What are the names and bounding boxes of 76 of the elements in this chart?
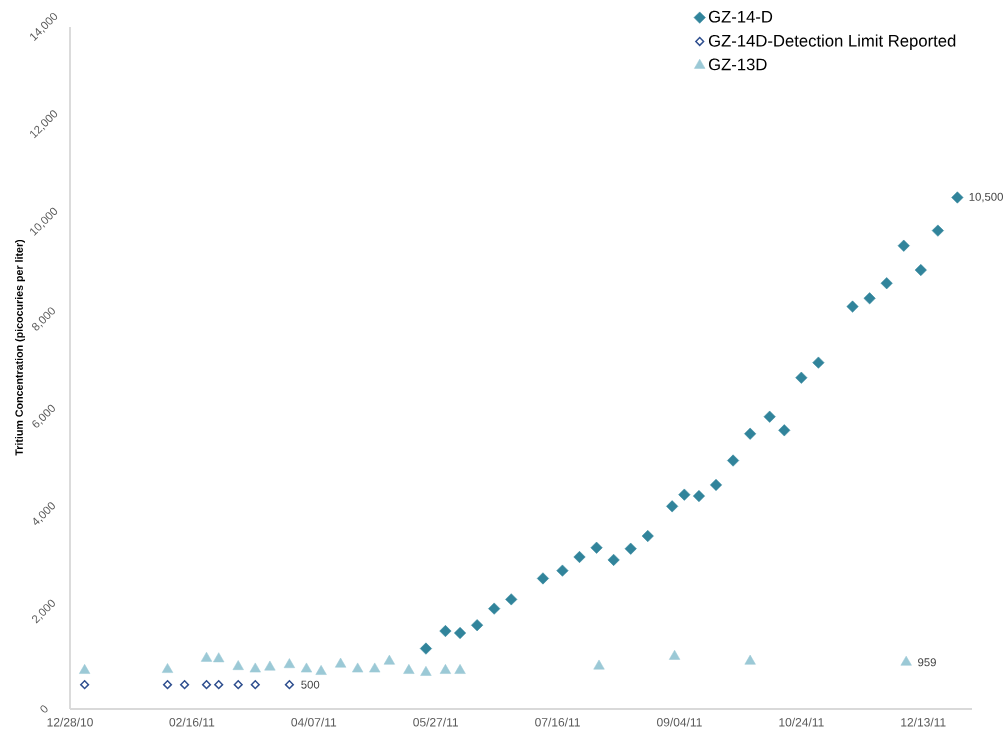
point	[214, 680, 224, 690]
point	[880, 277, 893, 290]
point	[200, 651, 213, 662]
point	[79, 664, 91, 674]
x-tick-label: 07/16/11	[535, 717, 580, 727]
point	[201, 680, 212, 690]
point	[80, 680, 90, 690]
point	[900, 655, 912, 666]
point	[232, 660, 244, 670]
point	[607, 553, 620, 566]
point	[897, 239, 910, 252]
x-tick-label: 04/07/11	[291, 717, 337, 727]
point	[710, 478, 723, 491]
point	[573, 550, 586, 563]
point	[744, 427, 757, 440]
point	[419, 642, 432, 655]
point	[250, 680, 260, 690]
point	[162, 680, 173, 690]
point	[161, 663, 174, 673]
x-tick-label: 12/13/11	[901, 717, 946, 727]
point	[233, 680, 243, 690]
point	[951, 191, 964, 204]
point	[454, 626, 467, 639]
data-label: 500	[301, 680, 320, 689]
point	[315, 665, 327, 675]
point	[778, 424, 791, 437]
point	[420, 666, 432, 676]
point	[931, 224, 944, 237]
legend-label: GZ-14D-Detection Limit Reported	[708, 34, 956, 50]
point	[454, 664, 466, 674]
point	[795, 371, 808, 384]
point	[744, 654, 756, 665]
point	[692, 490, 705, 503]
y-tick-label: 0	[40, 705, 48, 713]
point	[213, 652, 225, 663]
point	[335, 657, 347, 668]
point	[179, 680, 190, 690]
x-tick-label: 12/28/10	[47, 717, 93, 727]
point	[369, 662, 381, 673]
point	[666, 500, 679, 513]
point	[727, 454, 740, 467]
point	[439, 664, 452, 674]
point	[300, 662, 313, 673]
data-label: 959	[918, 658, 936, 667]
point	[914, 264, 927, 277]
point	[624, 542, 637, 555]
point	[641, 530, 654, 543]
y-axis-title: Tritium Concentration (picocuries per liter)	[15, 239, 25, 456]
data-label: 10,500	[969, 192, 1003, 203]
point	[283, 658, 295, 668]
point	[488, 602, 501, 615]
point	[284, 680, 295, 690]
point	[471, 619, 484, 632]
x-tick-label: 09/04/11	[657, 717, 702, 727]
x-tick-label: 05/27/11	[413, 717, 458, 727]
point	[439, 625, 452, 638]
point	[863, 292, 876, 305]
legend-label: GZ-13D	[708, 58, 767, 71]
point	[505, 593, 518, 606]
point	[763, 410, 776, 423]
x-tick-label: 02/16/11	[169, 717, 215, 727]
point	[593, 659, 605, 670]
point	[403, 664, 415, 674]
point	[536, 572, 549, 585]
point	[383, 654, 395, 665]
point	[678, 488, 691, 501]
point	[846, 300, 859, 313]
legend-label: GZ-14-D	[708, 10, 773, 23]
point	[812, 356, 825, 369]
point	[352, 662, 364, 673]
point	[249, 662, 261, 673]
point	[669, 649, 681, 660]
point	[264, 660, 276, 671]
point	[590, 541, 603, 554]
x-tick-label: 10/24/11	[779, 717, 824, 727]
point	[556, 564, 569, 577]
